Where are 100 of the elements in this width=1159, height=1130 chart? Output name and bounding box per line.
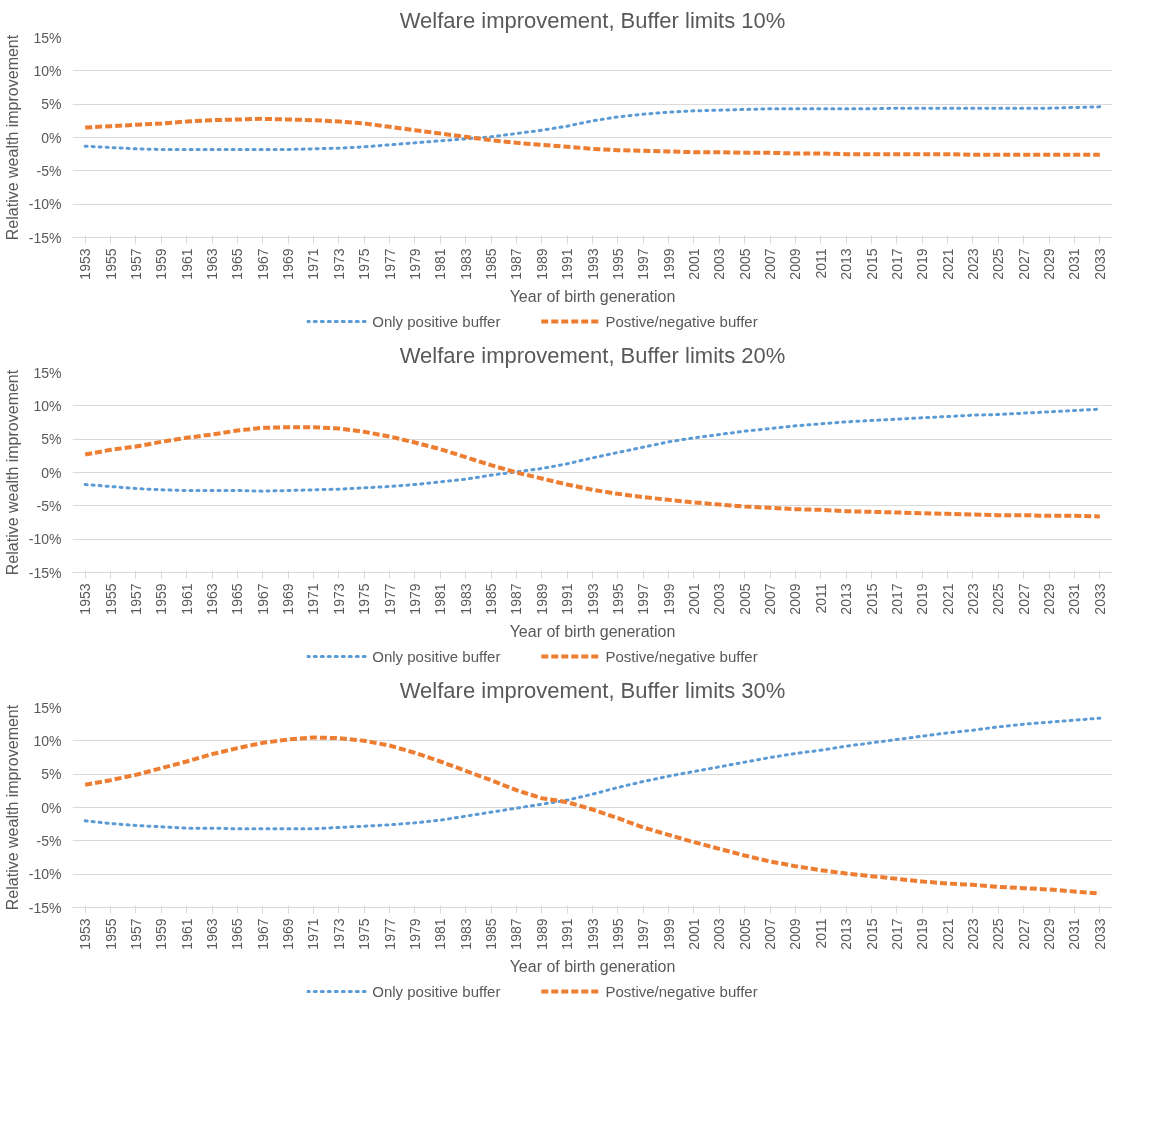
x-tick-label: 2009 [787,248,804,280]
x-tick-label: 1999 [660,248,677,280]
x-tick-label: 1955 [102,583,119,615]
y-tick-label: 5% [41,96,62,113]
line-series [83,425,1102,519]
x-tick-label: 2025 [990,248,1007,280]
x-tick-label: 2015 [863,583,880,615]
y-tick-label: -5% [36,497,62,514]
x-tick-label: 1961 [178,918,195,950]
x-tick-label: 2013 [838,918,855,950]
line-series [83,116,1102,157]
x-tick-label: 1953 [77,918,94,950]
x-tick-label: 1973 [330,248,347,280]
x-tick-label: 1953 [77,248,94,280]
x-tick-label: 2005 [736,248,753,280]
x-tick-label: 2019 [914,248,931,280]
x-tick-label: 2029 [1041,248,1058,280]
x-tick-label: 2033 [1091,918,1108,950]
y-tick-label: -10% [28,531,62,548]
chart-title: Welfare improvement, Buffer limits 20% [399,342,786,368]
y-tick-label: -15% [28,229,62,246]
x-tick-label: 1959 [153,583,170,615]
x-tick-label: 2003 [711,583,728,615]
x-tick-label: 1955 [102,248,119,280]
x-tick-label: 1985 [483,248,500,280]
y-tick-label: 10% [33,732,62,749]
x-tick-label: 1971 [305,583,322,615]
chart-title: Welfare improvement, Buffer limits 30% [399,677,786,703]
x-tick-label: 1993 [584,248,601,280]
x-tick-label: 1983 [457,583,474,615]
x-tick-label: 2003 [711,248,728,280]
x-tick-label: 1967 [254,583,271,615]
x-tick-label: 1991 [559,583,576,615]
x-tick-label: 1969 [280,918,297,950]
x-axis-title: Year of birth generation [509,622,676,640]
x-tick-label: 1975 [356,248,373,280]
x-tick-label: 1969 [280,583,297,615]
x-tick-label: 2007 [762,918,779,950]
x-tick-label: 1965 [229,583,246,615]
line-series [83,105,1102,151]
x-tick-label: 1989 [533,583,550,615]
x-tick-label: 2005 [736,583,753,615]
y-tick-label: 15% [33,29,62,46]
x-tick-label: 1973 [330,918,347,950]
x-tick-label: 1977 [381,918,398,950]
x-tick-label: 2005 [736,918,753,950]
x-tick-label: 2017 [888,248,905,280]
x-tick-label: 2007 [762,583,779,615]
y-tick-label: -10% [28,196,62,213]
x-tick-label: 2021 [939,583,956,615]
x-tick-label: 1959 [153,248,170,280]
x-tick-label: 1981 [432,918,449,950]
x-tick-label: 1965 [229,248,246,280]
y-tick-label: -15% [28,564,62,581]
x-tick-label: 1967 [254,918,271,950]
x-tick-label: 1977 [381,583,398,615]
x-tick-label: 1981 [432,248,449,280]
x-tick-label: 1995 [609,583,626,615]
x-tick-label: 2031 [1066,918,1083,950]
x-tick-label: 2033 [1091,248,1108,280]
legend-label: Postive/negative buffer [605,312,758,330]
x-tick-label: 2017 [888,918,905,950]
x-tick-label: 2027 [1015,248,1032,280]
x-tick-label: 1957 [127,248,144,280]
y-tick-label: 5% [41,431,62,448]
x-tick-label: 1959 [153,918,170,950]
y-tick-label: -5% [36,832,62,849]
x-tick-label: 2001 [685,583,702,615]
x-tick-label: 2027 [1015,918,1032,950]
x-tick-label: 2029 [1041,583,1058,615]
x-tick-label: 2031 [1066,583,1083,615]
x-tick-label: 1955 [102,918,119,950]
y-tick-label: -10% [28,866,62,883]
x-tick-label: 1987 [508,583,525,615]
x-tick-label: 1993 [584,918,601,950]
x-tick-label: 2025 [990,918,1007,950]
x-tick-label: 1997 [635,583,652,615]
x-tick-label: 2021 [939,248,956,280]
x-tick-label: 2025 [990,583,1007,615]
x-tick-label: 2031 [1066,248,1083,280]
x-tick-label: 1993 [584,583,601,615]
x-tick-label: 2013 [838,583,855,615]
x-tick-label: 1963 [204,248,221,280]
x-tick-label: 2015 [863,248,880,280]
legend-label: Postive/negative buffer [605,982,758,1000]
x-tick-label: 1971 [305,918,322,950]
x-tick-label: 1989 [533,248,550,280]
x-tick-label: 2011 [812,918,829,949]
x-tick-label: 1969 [280,248,297,280]
legend-label: Only positive buffer [372,982,501,1000]
x-tick-label: 1961 [178,248,195,280]
x-tick-label: 1999 [660,583,677,615]
x-tick-label: 1983 [457,248,474,280]
x-tick-label: 1979 [406,583,423,615]
x-tick-label: 2021 [939,918,956,950]
y-tick-label: 10% [33,62,62,79]
x-tick-label: 1975 [356,583,373,615]
x-tick-label: 2019 [914,583,931,615]
x-tick-label: 1957 [127,918,144,950]
x-tick-label: 2023 [964,918,981,950]
